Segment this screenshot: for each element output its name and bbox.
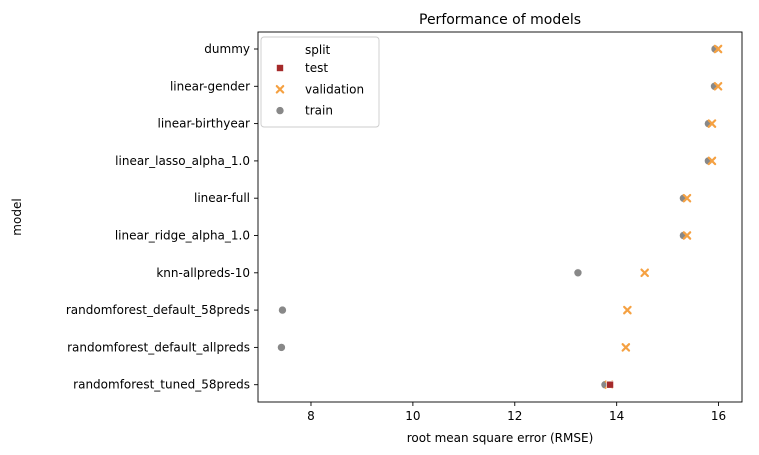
data-point-test <box>606 380 614 389</box>
x-axis-label: root mean square error (RMSE) <box>407 431 594 445</box>
y-axis-label: model <box>10 198 24 235</box>
data-point-train <box>278 305 287 315</box>
legend-entry-validation: validation <box>305 82 364 96</box>
chart-title: Performance of models <box>419 12 581 28</box>
y-tick-label: linear_lasso_alpha_1.0 <box>115 154 250 168</box>
data-point-validation <box>707 119 717 128</box>
x-tick-label: 12 <box>507 409 522 423</box>
x-tick-label: 10 <box>405 409 420 423</box>
y-tick-label: linear-gender <box>170 79 250 93</box>
plot-area <box>277 44 723 390</box>
y-tick-label: randomforest_default_58preds <box>66 303 250 317</box>
legend-title: split <box>305 43 331 57</box>
data-point-validation <box>713 82 723 91</box>
data-point-validation <box>623 305 632 315</box>
x-axis: 8 10 12 14 16 <box>307 402 726 423</box>
y-tick-label: randomforest_tuned_58preds <box>73 378 250 392</box>
axes-frame <box>257 31 743 403</box>
data-point-train <box>277 343 286 352</box>
data-point-validation <box>621 343 631 352</box>
legend: split test validation train <box>260 36 380 128</box>
legend-frame <box>260 36 380 128</box>
data-point-validation <box>682 231 692 240</box>
legend-marker-train <box>275 106 285 115</box>
x-tick-label: 14 <box>609 409 624 423</box>
x-tick-label: 16 <box>711 409 726 423</box>
y-axis: dummy linear-gender linear-birthyear linear… <box>66 42 258 392</box>
x-tick-label: 8 <box>307 409 315 423</box>
data-point-validation <box>640 268 649 278</box>
legend-marker-validation <box>275 85 285 94</box>
data-point-validation <box>682 193 692 203</box>
legend-entry-test: test <box>305 61 328 75</box>
data-point-validation <box>707 156 717 166</box>
data-point-validation <box>713 44 723 54</box>
y-tick-label: linear-birthyear <box>158 117 251 131</box>
y-tick-label: linear-full <box>194 191 250 205</box>
y-tick-label: dummy <box>204 42 250 56</box>
y-tick-label: knn-allpreds-10 <box>156 266 250 280</box>
legend-marker-test <box>276 64 284 72</box>
data-point-train <box>573 268 583 278</box>
legend-entry-train: train <box>305 104 333 118</box>
y-tick-label: linear_ridge_alpha_1.0 <box>115 229 250 243</box>
y-tick-label: randomforest_default_allpreds <box>67 340 250 354</box>
